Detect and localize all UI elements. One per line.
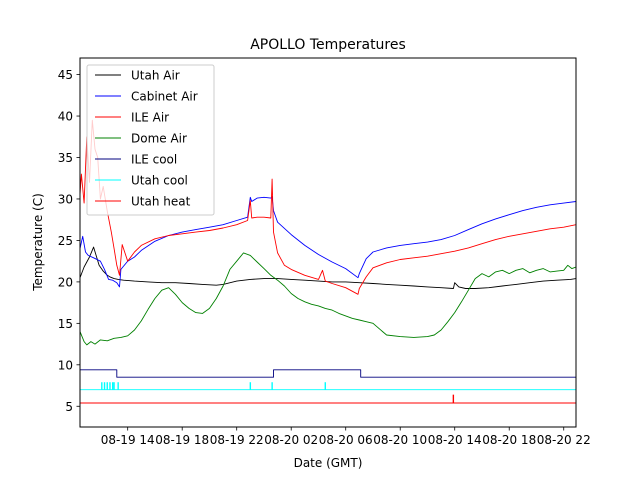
legend-label-utah-cool: Utah cool xyxy=(131,174,188,188)
y-tick-label: 40 xyxy=(58,110,73,124)
x-tick-label: 08-20 22 xyxy=(537,433,591,447)
x-axis-title: Date (GMT) xyxy=(294,456,363,470)
legend-box xyxy=(86,64,215,216)
legend-label-utah-air: Utah Air xyxy=(131,69,180,83)
legend-label-utah-heat: Utah heat xyxy=(131,195,191,209)
series-line-ile-cool xyxy=(80,369,576,378)
y-tick-label: 20 xyxy=(58,275,73,289)
chart-title: APOLLO Temperatures xyxy=(250,37,406,53)
y-tick-label: 45 xyxy=(58,68,73,82)
x-tick-label: 08-20 10 xyxy=(373,433,427,447)
y-tick-label: 35 xyxy=(58,151,73,165)
x-tick-label: 08-19 18 xyxy=(155,433,209,447)
y-tick-label: 25 xyxy=(58,234,73,248)
x-tick-label: 08-20 18 xyxy=(482,433,536,447)
series-line-cabinet-air xyxy=(80,196,576,288)
y-axis: 5 10 15 20 25 30 35 40 45 xyxy=(58,68,80,414)
x-tick-label: 08-20 02 xyxy=(264,433,318,447)
y-tick-label: 5 xyxy=(65,400,73,414)
y-tick-label: 30 xyxy=(58,192,73,206)
y-tick-label: 15 xyxy=(58,317,73,331)
y-axis-title: Temperature (C) xyxy=(31,193,45,292)
y-tick-label: 10 xyxy=(58,358,73,372)
legend-label-dome-air: Dome Air xyxy=(131,132,187,146)
x-tick-label: 08-20 14 xyxy=(428,433,482,447)
series-line-utah-air xyxy=(80,246,576,289)
x-tick-label: 08-19 14 xyxy=(101,433,155,447)
x-axis: 08-19 14 08-19 18 08-19 22 08-20 02 08-20 06… xyxy=(101,427,591,447)
legend-label-cabinet-air: Cabinet Air xyxy=(131,90,198,104)
legend: Utah Air Cabinet Air ILE Air Dome Air ILE co… xyxy=(86,64,215,216)
x-tick-label: 08-20 06 xyxy=(319,433,373,447)
legend-label-ile-cool: ILE cool xyxy=(131,153,177,167)
legend-label-ile-air: ILE Air xyxy=(131,111,169,125)
series-line-dome-air xyxy=(80,252,576,346)
plot-frame xyxy=(79,57,577,428)
x-tick-label: 08-19 22 xyxy=(210,433,264,447)
